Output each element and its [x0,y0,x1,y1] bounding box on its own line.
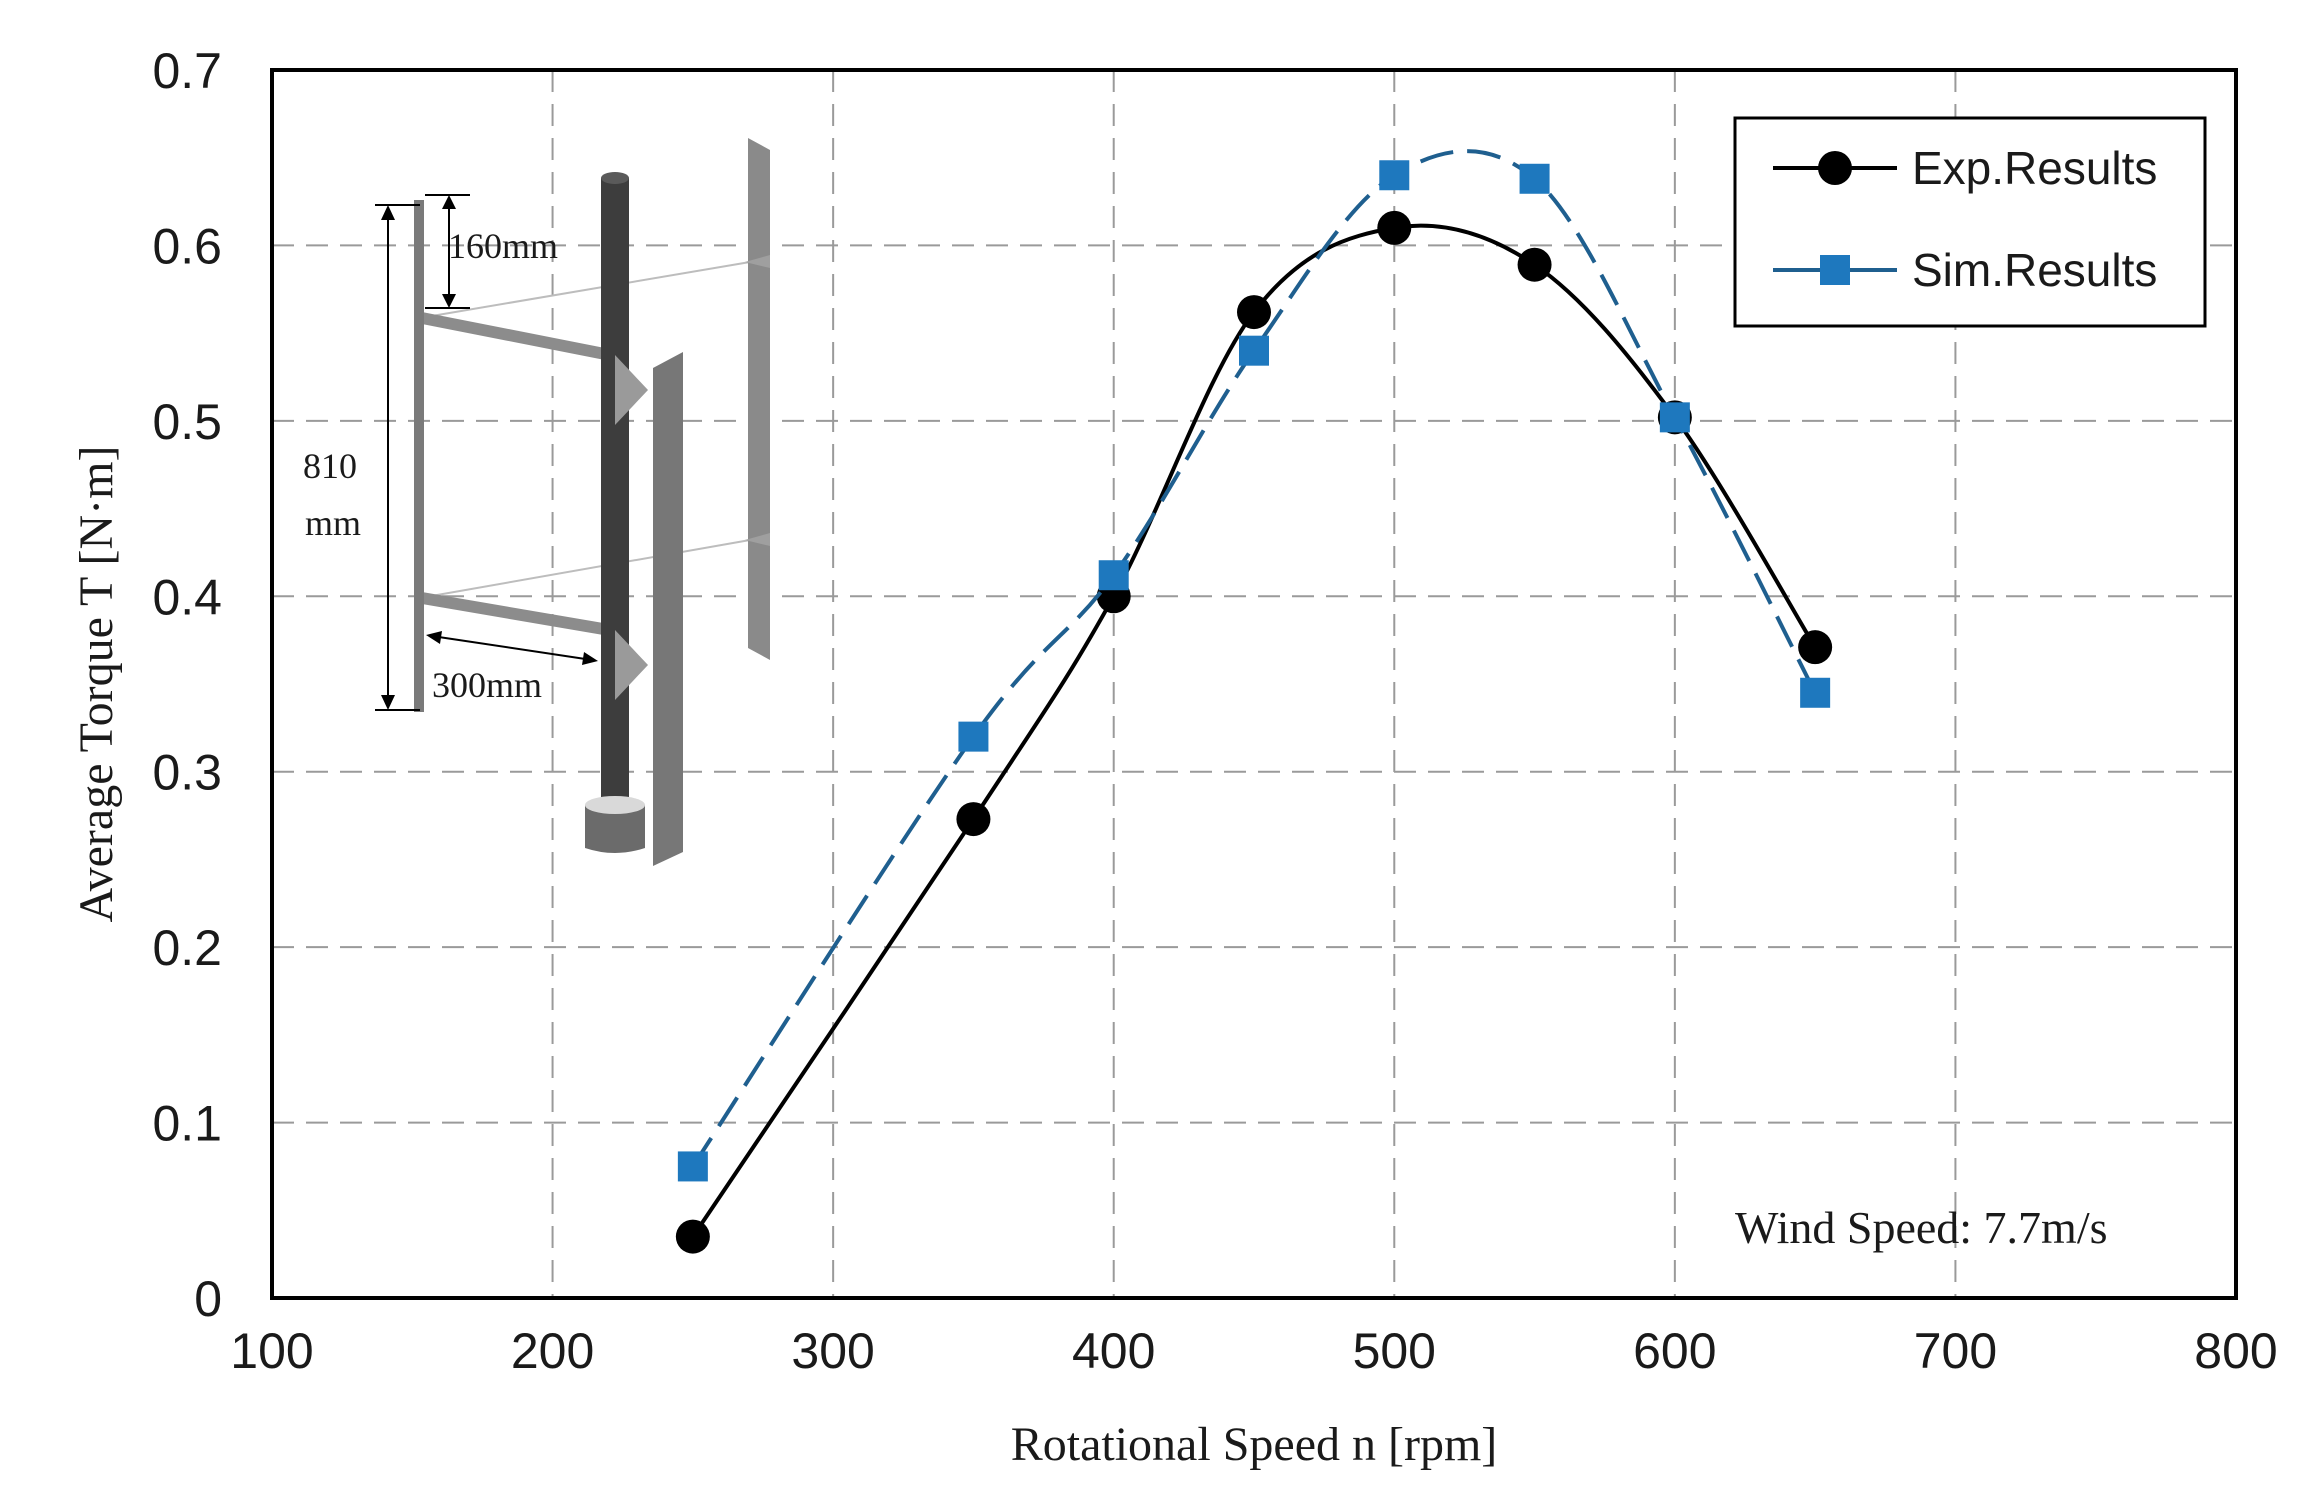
sim-result-point [677,1151,708,1182]
series-line-sim-results [691,149,1817,1168]
x-tick-label: 100 [230,1323,313,1379]
exp-result-point [675,1219,710,1254]
legend-marker-exp [1818,151,1852,185]
y-tick-label: 0.1 [152,1096,222,1152]
x-tick-label: 700 [1914,1323,1997,1379]
y-tick-label: 0 [194,1271,222,1327]
tick-labels: 100 200 300 400 500 600 700 800 0 0.1 0.2 0.3 0.4 0.5… [152,43,2277,1379]
y-tick-label: 0.5 [152,394,222,450]
y-tick-label: 0.2 [152,920,222,976]
dimension-label-160mm: 160mm [448,226,558,266]
sim-result-point [1098,560,1129,591]
exp-result-point [1237,295,1271,330]
legend-box [1733,116,2207,328]
series-layer [675,149,1833,1254]
x-tick-label: 500 [1353,1323,1436,1379]
legend: Exp.Results Sim.Results [1733,116,2207,328]
right-blade [748,138,770,660]
sim-result-point [1659,402,1690,433]
plot-frame [270,68,2238,1300]
y-axis-label: Average Torque T [N·m] [70,446,123,923]
y-tick-label: 0.6 [152,218,222,274]
series-line-exp-results [691,223,1817,1238]
x-tick-label: 200 [511,1323,594,1379]
exp-result-point [1377,210,1412,245]
center-shaft [601,178,629,803]
exp-result-point [1798,630,1833,665]
x-tick-label: 400 [1072,1323,1155,1379]
x-axis-label: Rotational Speed n [rpm] [1011,1418,1498,1471]
turbine-inset-illustration: 160mm 810 mm 300mm [303,138,770,866]
left-blade [414,200,424,712]
x-tick-label: 300 [791,1323,874,1379]
sim-result-point [958,721,989,752]
dimension-label-mm: mm [305,503,361,543]
x-tick-label: 800 [2194,1323,2277,1379]
upper-arm [422,312,615,362]
sim-result-point [1519,163,1550,194]
dimension-label-810: 810 [303,446,357,486]
sim-result-point [1800,677,1831,708]
wind-speed-annotation: Wind Speed: 7.7m/s [1735,1202,2108,1253]
x-tick-label: 600 [1633,1323,1716,1379]
shaft-base [585,805,645,853]
sim-result-point [1239,335,1269,366]
sim-result-point [1379,160,1410,191]
exp-result-point [1517,247,1552,282]
exp-result-point [956,802,991,837]
legend-label-sim: Sim.Results [1912,244,2157,296]
legend-marker-sim [1820,255,1850,285]
front-blade [653,352,683,866]
y-tick-label: 0.7 [152,43,222,99]
dimension-label-300mm: 300mm [432,665,542,705]
legend-label-exp: Exp.Results [1912,142,2157,194]
y-tick-label: 0.4 [152,569,222,625]
lower-arm [422,592,615,637]
y-tick-label: 0.3 [152,745,222,801]
